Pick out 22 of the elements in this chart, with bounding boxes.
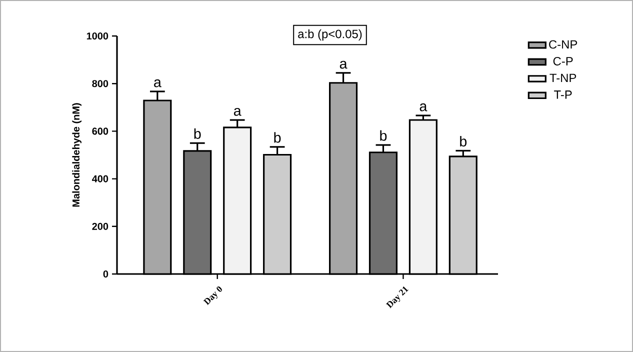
data-label: b bbox=[274, 132, 281, 143]
legend-label: C-P bbox=[553, 57, 573, 66]
x-tick-label: Day 21 bbox=[386, 286, 408, 308]
data-label: b bbox=[194, 128, 201, 139]
legend-label: T-P bbox=[554, 90, 572, 99]
data-label: b bbox=[380, 130, 387, 141]
data-label: a bbox=[420, 103, 428, 112]
data-label: a bbox=[234, 108, 242, 116]
y-tick-label: 400 bbox=[92, 175, 108, 182]
legend-label: C-NP bbox=[549, 40, 578, 49]
y-tick-label: 800 bbox=[92, 80, 108, 88]
data-label: b bbox=[460, 136, 467, 147]
y-tick-label: 0 bbox=[103, 270, 108, 278]
y-tick-label: 600 bbox=[92, 128, 108, 135]
y-tick-label: 200 bbox=[92, 222, 108, 230]
annotation: a:b (p<0.05) bbox=[298, 29, 362, 41]
y-tick-label: 1000 bbox=[86, 32, 108, 40]
x-tick-label: Day 0 bbox=[203, 286, 222, 306]
legend-label: T-NP bbox=[550, 74, 576, 82]
data-label: a bbox=[340, 60, 348, 69]
y-axis-title: Malondialdehyde (nM) bbox=[72, 103, 82, 207]
data-label: a bbox=[154, 79, 162, 88]
